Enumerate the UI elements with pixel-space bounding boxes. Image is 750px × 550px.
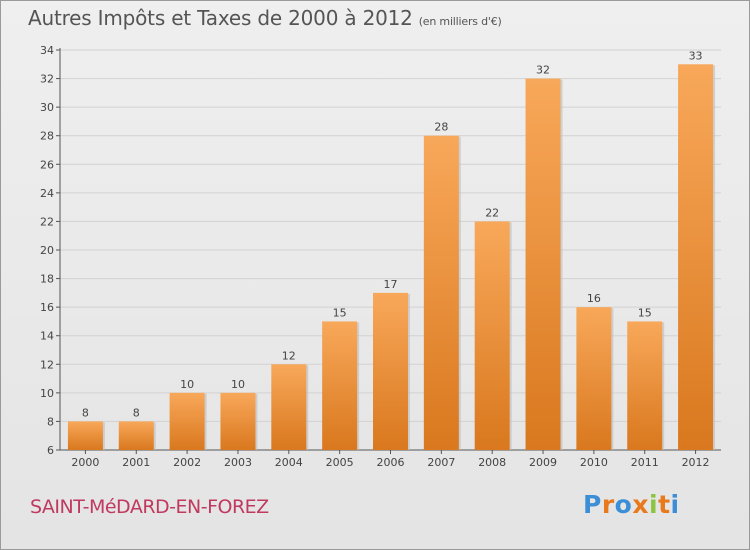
logo-letter: r xyxy=(601,490,615,519)
y-tick-label: 28 xyxy=(40,130,54,143)
bar-2001 xyxy=(118,421,154,450)
y-tick-label: 20 xyxy=(40,244,54,257)
y-tick-label: 14 xyxy=(40,330,54,343)
y-tick-label: 16 xyxy=(40,301,54,314)
bar-2011 xyxy=(627,321,663,450)
bar-2010 xyxy=(576,307,612,450)
commune-name: SAINT-MéDARD-EN-FOREZ xyxy=(30,496,269,518)
x-tick-label-2000: 2000 xyxy=(71,456,99,469)
x-tick-label-2004: 2004 xyxy=(275,456,303,469)
data-label-2009: 32 xyxy=(536,64,550,77)
bar-2012 xyxy=(678,64,714,451)
y-tick-label: 30 xyxy=(40,101,54,114)
data-label-2001: 8 xyxy=(133,406,140,419)
data-label-2010: 16 xyxy=(587,292,601,305)
y-tick-label: 26 xyxy=(40,158,54,171)
data-label-2012: 33 xyxy=(689,49,703,62)
y-tick-label: 10 xyxy=(40,387,54,400)
bar-2005 xyxy=(322,321,358,450)
x-tick-label-2006: 2006 xyxy=(377,456,405,469)
data-label-2011: 15 xyxy=(638,306,652,319)
y-tick-label: 18 xyxy=(40,273,54,286)
proxiti-logo: Proxiti xyxy=(583,490,680,519)
x-tick-label-2002: 2002 xyxy=(173,456,201,469)
y-tick-label: 32 xyxy=(40,73,54,86)
y-tick-label: 8 xyxy=(47,415,54,428)
logo-letter: i xyxy=(670,490,680,519)
bars xyxy=(67,64,716,451)
x-tick-label-2012: 2012 xyxy=(682,456,710,469)
bar-2008 xyxy=(474,221,510,450)
data-label-2007: 28 xyxy=(434,121,448,134)
chart-title: Autres Impôts et Taxes de 2000 à 2012 (en… xyxy=(28,6,502,30)
x-tick-label-2011: 2011 xyxy=(631,456,659,469)
logo-letter: x xyxy=(632,490,649,519)
x-tick-label-2008: 2008 xyxy=(478,456,506,469)
data-label-2005: 15 xyxy=(333,306,347,319)
chart-title-text: Autres Impôts et Taxes de 2000 à 2012 xyxy=(28,6,413,30)
logo-letter: P xyxy=(583,490,602,519)
logo-letter: t xyxy=(658,490,671,519)
x-tick-label-2001: 2001 xyxy=(122,456,150,469)
data-label-2004: 12 xyxy=(282,349,296,362)
y-tick-label: 6 xyxy=(47,444,54,457)
axes: 6 8 10 12 14 16 18 20 22 24 26 28 30 32 34 2000 2001 2002… xyxy=(40,44,721,469)
y-tick-label: 22 xyxy=(40,215,54,228)
y-tick-label: 24 xyxy=(40,187,54,200)
bar-2007 xyxy=(423,135,459,450)
logo-letter: o xyxy=(614,490,633,519)
bar-2009 xyxy=(525,78,561,451)
x-tick-label-2007: 2007 xyxy=(427,456,455,469)
bar-2006 xyxy=(373,292,408,450)
x-tick-label-2005: 2005 xyxy=(326,456,354,469)
x-tick-label-2003: 2003 xyxy=(224,456,252,469)
data-label-2008: 22 xyxy=(485,206,499,219)
bar-2004 xyxy=(271,364,307,450)
y-tick-label: 12 xyxy=(40,358,54,371)
data-label-2003: 10 xyxy=(231,378,245,391)
bar-2002 xyxy=(169,392,205,450)
data-label-2002: 10 xyxy=(180,378,194,391)
x-tick-label-2009: 2009 xyxy=(529,456,557,469)
logo-letter: i xyxy=(649,490,659,519)
y-tick-label: 34 xyxy=(40,44,54,57)
data-label-2006: 17 xyxy=(384,278,398,291)
x-tick-label-2010: 2010 xyxy=(580,456,608,469)
data-labels: 8 8 10 10 12 15 17 28 22 32 16 15 33 xyxy=(82,49,703,419)
bar-2000 xyxy=(67,421,103,450)
bar-2003 xyxy=(220,392,256,450)
chart-subtitle: (en milliers d'€) xyxy=(418,15,502,28)
data-label-2000: 8 xyxy=(82,406,89,419)
